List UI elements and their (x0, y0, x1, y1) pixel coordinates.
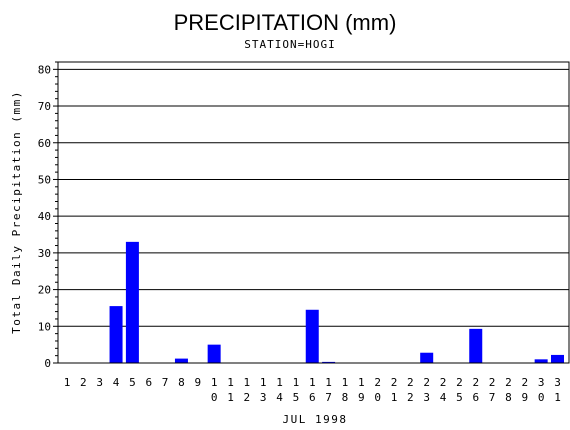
x-tick-label: 2 (505, 376, 512, 389)
x-tick-label: 1 (244, 376, 251, 389)
y-tick-label: 30 (38, 247, 51, 260)
x-tick-label: 3 (423, 391, 430, 404)
x-axis-label: JUL 1998 (283, 413, 348, 426)
x-tick-label: 2 (456, 376, 463, 389)
bar (469, 328, 483, 363)
bar (125, 241, 139, 363)
gridlines (58, 68, 569, 327)
x-tick-label: 8 (178, 376, 185, 389)
x-tick-label: 2 (374, 376, 381, 389)
x-tick-label: 9 (358, 391, 365, 404)
x-tick-label: 0 (211, 391, 218, 404)
bar (420, 352, 434, 363)
chart-subtitle: STATION=HOGI (244, 38, 335, 51)
x-tick-label: 8 (505, 391, 512, 404)
y-axis-label: Total Daily Precipitation (mm) (10, 90, 23, 334)
x-tick-label: 1 (309, 376, 316, 389)
y-tick-label: 60 (38, 137, 51, 150)
x-tick-label: 3 (96, 376, 103, 389)
bar (305, 309, 319, 363)
bars (109, 241, 564, 363)
x-tick-label: 2 (472, 376, 479, 389)
x-tick-label: 1 (325, 376, 332, 389)
x-tick-label: 2 (521, 376, 528, 389)
x-tick-label: 8 (342, 391, 349, 404)
bar (207, 344, 221, 363)
x-tick-label: 6 (309, 391, 316, 404)
x-tick-label: 0 (374, 391, 381, 404)
x-tick-label: 5 (129, 376, 136, 389)
x-tick-label: 3 (538, 376, 545, 389)
bar (174, 358, 188, 363)
x-tick-label: 1 (342, 376, 349, 389)
x-tick-label: 7 (162, 376, 169, 389)
x-axis: 1 2 3 4 5 6 7 8 9 1011121314151617181920212223242… (64, 376, 561, 404)
bar (551, 354, 564, 363)
x-tick-label: 1 (293, 376, 300, 389)
y-tick-label: 40 (38, 210, 51, 223)
x-tick-label: 6 (472, 391, 479, 404)
x-tick-label: 1 (211, 376, 218, 389)
x-tick-label: 2 (407, 376, 414, 389)
x-tick-label: 2 (407, 391, 414, 404)
x-tick-label: 2 (80, 376, 87, 389)
x-tick-label: 5 (456, 391, 463, 404)
x-tick-label: 2 (423, 376, 430, 389)
x-tick-label: 2 (244, 391, 251, 404)
x-tick-label: 7 (325, 391, 332, 404)
y-tick-label: 70 (38, 100, 51, 113)
x-tick-label: 2 (489, 376, 496, 389)
plot-frame (57, 61, 570, 364)
x-tick-label: 9 (521, 391, 528, 404)
x-tick-label: 9 (194, 376, 201, 389)
x-tick-label: 1 (358, 376, 365, 389)
x-tick-label: 1 (276, 376, 283, 389)
bar (109, 306, 123, 363)
x-tick-label: 3 (554, 376, 561, 389)
x-tick-label: 1 (391, 391, 398, 404)
x-tick-label: 7 (489, 391, 496, 404)
x-tick-label: 1 (227, 376, 234, 389)
x-tick-label: 2 (440, 376, 447, 389)
x-tick-label: 1 (554, 391, 561, 404)
bar (322, 361, 336, 363)
x-tick-label: 5 (293, 391, 300, 404)
y-tick-label: 80 (38, 63, 51, 76)
y-axis: 0 10 20 30 40 50 60 70 80 (38, 61, 58, 370)
chart-title: PRECIPITATION (mm) (174, 10, 397, 35)
y-tick-label: 50 (38, 173, 51, 186)
x-tick-label: 1 (227, 391, 234, 404)
y-tick-label: 10 (38, 320, 51, 333)
x-tick-label: 2 (391, 376, 398, 389)
x-tick-label: 4 (113, 376, 120, 389)
bar (534, 359, 548, 363)
x-tick-label: 3 (260, 391, 267, 404)
x-tick-label: 1 (64, 376, 71, 389)
x-tick-label: 4 (276, 391, 283, 404)
x-tick-label: 1 (260, 376, 267, 389)
x-tick-label: 4 (440, 391, 447, 404)
y-tick-label: 0 (44, 357, 51, 370)
x-tick-label: 0 (538, 391, 545, 404)
x-tick-label: 6 (145, 376, 152, 389)
y-tick-label: 20 (38, 284, 51, 297)
